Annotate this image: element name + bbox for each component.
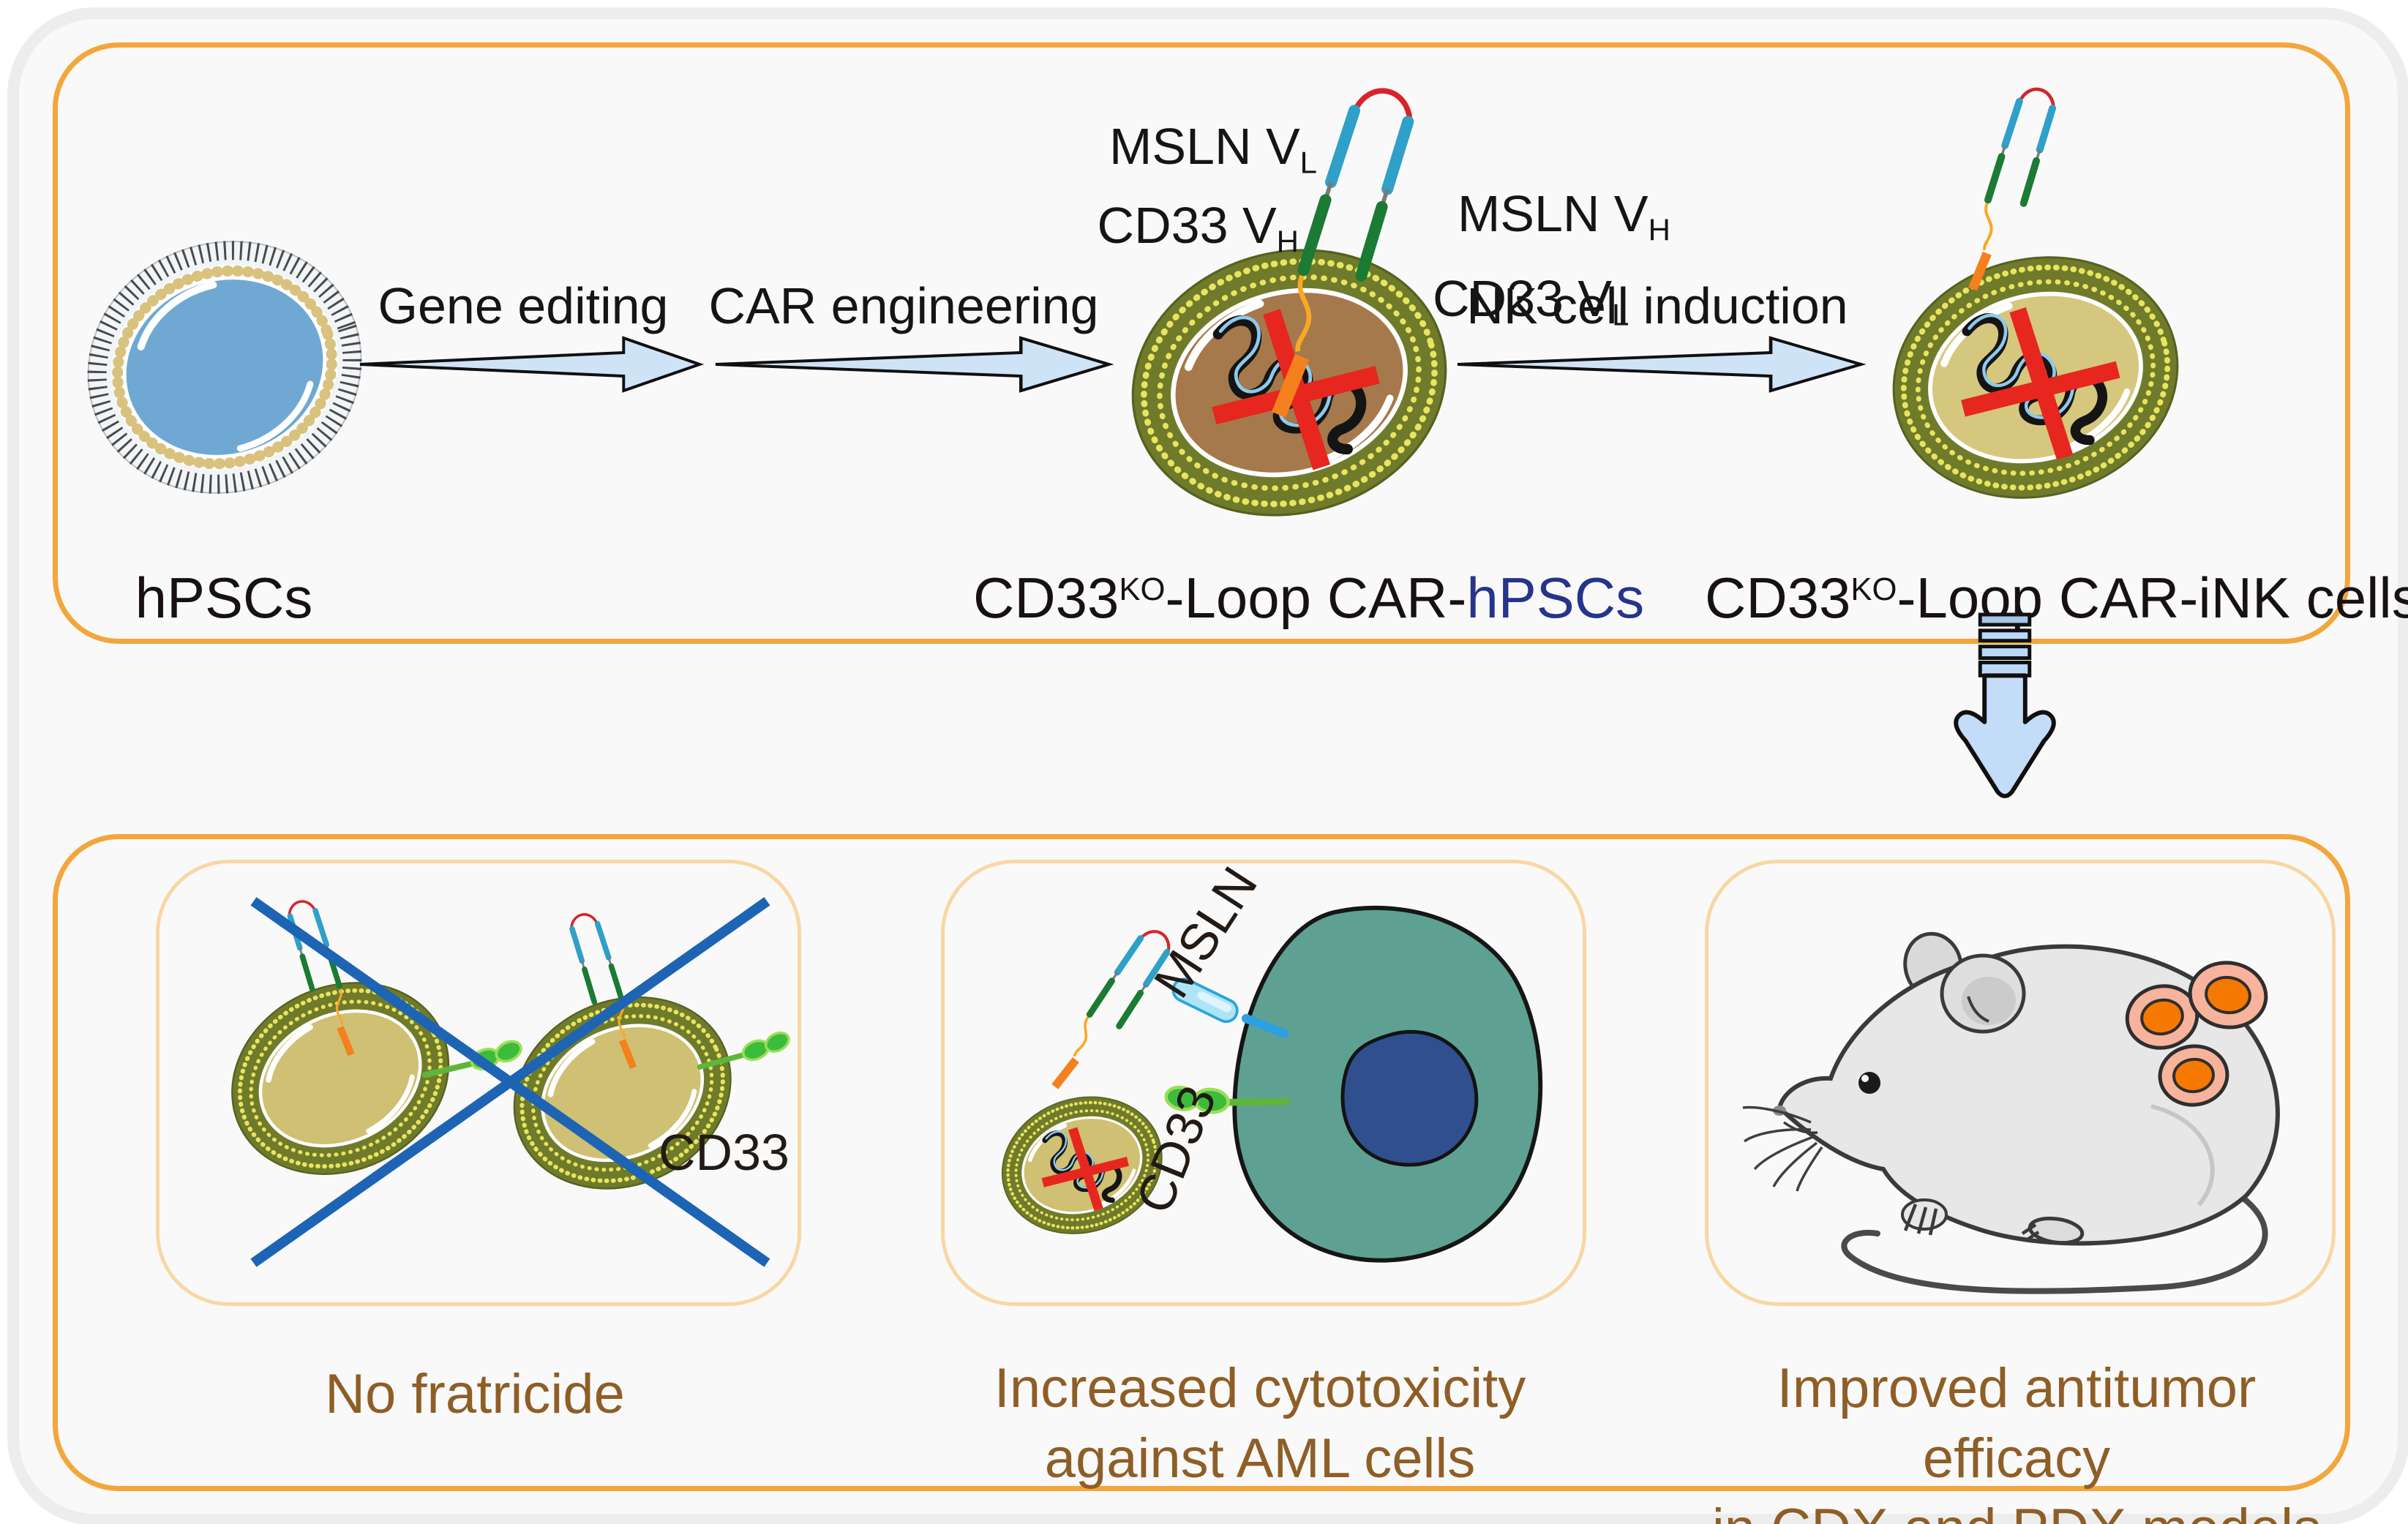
caption-cytotoxicity-line1: Increased cytotoxicity (994, 1357, 1526, 1419)
label-cd33-vh-sub: H (1276, 224, 1299, 259)
step-label-car-engineering: CAR engineering (708, 277, 1099, 334)
aml-nucleus-icon (1340, 1029, 1479, 1167)
label-hpscs: hPSCs (135, 566, 313, 630)
label-car-hpscs-sup: KO (1119, 571, 1166, 607)
label-car-ink-base: CD33 (1705, 566, 1851, 630)
caption-no-fratricide: No fratricide (156, 1359, 794, 1430)
label-car-hpscs-cell: hPSCs (1466, 566, 1645, 630)
caption-cytotoxicity: Increased cytotoxicity against AML cells (941, 1354, 1579, 1494)
label-msln-vh-text: MSLN V (1458, 185, 1649, 242)
mouse-eye-glint (1861, 1075, 1869, 1082)
mouse-whiskers-icon (1742, 1106, 1823, 1192)
label-msln-vl-text: MSLN V (1109, 118, 1300, 175)
mouse-haunch-line (2150, 1104, 2215, 1206)
efficacy-subpanel (1705, 860, 2336, 1306)
caption-efficacy-line1: Improved antitumor efficacy (1777, 1357, 2257, 1490)
label-car-hpscs: CD33KO-Loop CAR-hPSCs (973, 565, 1644, 631)
mouse-mouth-line (1782, 1121, 1818, 1134)
label-car-hpscs-mid: -Loop CAR- (1165, 566, 1467, 630)
cytotoxicity-subpanel (941, 860, 1586, 1306)
label-cd33-vl: CD33 VL (1433, 269, 1762, 333)
label-cd33-panel1: CD33 (659, 1124, 789, 1181)
mouse-ear-front-icon (1940, 953, 2026, 1034)
hpsc-cell-icon (87, 241, 362, 494)
label-cd33-vl-sub: L (1612, 297, 1629, 332)
label-car-hpscs-base: CD33 (973, 566, 1119, 630)
tumor-icon (2158, 1044, 2229, 1107)
caption-cytotoxicity-line2: against AML cells (1044, 1427, 1476, 1490)
label-msln-vh: MSLN VH (1458, 184, 1787, 248)
no-fratricide-cross-icon (250, 897, 770, 1267)
label-cd33-vh-text: CD33 V (1097, 197, 1277, 254)
label-cd33-vl-text: CD33 V (1433, 270, 1613, 327)
label-msln-vh-sub: H (1648, 212, 1670, 247)
mouse-hind-paw-icon (2021, 1216, 2085, 1245)
mouse-illustration (1742, 931, 2280, 1294)
mouse-eye-icon (1858, 1072, 1880, 1094)
label-msln-vl-sub: L (1299, 145, 1317, 180)
caption-efficacy: Improved antitumor efficacy in CDX and P… (1690, 1354, 2343, 1524)
fratricide-illustration (156, 897, 794, 1267)
loop-car-icon (1055, 917, 1173, 1107)
mouse-front-paw-icon (1901, 1198, 1948, 1236)
bottom-results-panel (53, 834, 2350, 1491)
label-car-ink-sup: KO (1850, 571, 1897, 607)
step-label-gene-editing: Gene editing (378, 277, 669, 334)
caption-efficacy-line2: in CDX and PDX models (1690, 1494, 2343, 1524)
loop-car-icon-small (1943, 82, 2082, 294)
label-cd33-vh: CD33 VH (1006, 196, 1299, 260)
fratricide-subpanel (156, 860, 801, 1306)
label-msln-vl: MSLN VL (1024, 117, 1317, 181)
mouse-tail-icon (1841, 1176, 2268, 1294)
nk-induction-arrow-icon (1457, 336, 1867, 393)
car-engineering-arrow-icon (715, 336, 1114, 393)
aml-cell-icon (1232, 905, 1543, 1263)
top-workflow-panel (53, 42, 2350, 644)
down-arrow-icon (1954, 612, 2056, 799)
caption-no-fratricide-text: No fratricide (325, 1363, 625, 1425)
tumor-icon (2188, 961, 2268, 1029)
cytotoxicity-illustration (941, 905, 1543, 1263)
step-label-nk-induction: NK cell induction (1466, 277, 1848, 334)
gene-editing-arrow-icon (359, 336, 705, 393)
